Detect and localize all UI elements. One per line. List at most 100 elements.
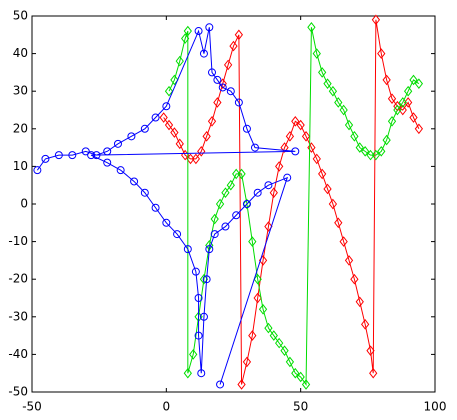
marker xyxy=(162,102,171,111)
marker xyxy=(237,168,246,180)
marker xyxy=(194,294,203,302)
marker xyxy=(223,59,233,71)
marker xyxy=(350,131,359,142)
marker xyxy=(175,138,184,150)
marker xyxy=(312,153,321,165)
marker xyxy=(234,98,243,107)
y-tick-label: 30 xyxy=(13,84,28,98)
marker xyxy=(221,222,230,231)
marker xyxy=(398,97,407,108)
marker xyxy=(199,49,208,58)
marker xyxy=(328,198,338,210)
marker xyxy=(253,188,262,197)
marker xyxy=(87,151,96,160)
y-tick-label: -30 xyxy=(8,309,28,323)
marker xyxy=(170,74,179,86)
marker xyxy=(194,331,203,340)
marker xyxy=(366,149,375,161)
marker xyxy=(242,124,251,133)
marker xyxy=(103,147,112,156)
marker xyxy=(54,151,63,160)
marker xyxy=(175,55,184,67)
marker xyxy=(296,119,305,131)
marker xyxy=(183,25,192,37)
marker xyxy=(183,367,192,379)
marker xyxy=(92,151,101,160)
marker xyxy=(41,154,50,163)
marker xyxy=(242,356,252,368)
marker xyxy=(164,85,174,97)
y-tick-label: 10 xyxy=(13,159,28,173)
marker xyxy=(164,119,174,131)
x-tick-label: 0 xyxy=(163,400,171,414)
marker xyxy=(191,267,200,276)
y-tick-label: 50 xyxy=(13,9,28,23)
marker xyxy=(280,142,289,153)
marker xyxy=(226,87,235,96)
marker xyxy=(248,236,257,247)
marker xyxy=(339,104,348,116)
marker xyxy=(301,379,311,390)
marker xyxy=(334,217,343,229)
x-tick-label: -50 xyxy=(22,400,42,414)
marker xyxy=(237,379,246,390)
marker xyxy=(213,75,222,84)
marker xyxy=(140,188,149,197)
marker xyxy=(253,273,262,285)
marker xyxy=(210,213,219,225)
marker xyxy=(264,322,273,334)
marker xyxy=(414,78,424,89)
marker xyxy=(312,48,321,59)
marker xyxy=(371,14,381,26)
marker xyxy=(242,200,251,208)
marker xyxy=(307,142,316,153)
marker xyxy=(226,179,235,191)
marker xyxy=(173,230,182,239)
marker xyxy=(242,198,252,210)
marker xyxy=(202,131,211,142)
marker xyxy=(307,21,316,33)
marker xyxy=(296,371,305,383)
marker xyxy=(208,68,217,77)
marker xyxy=(409,112,418,123)
x-tick-label: 100 xyxy=(424,400,447,414)
marker xyxy=(189,349,198,360)
marker xyxy=(361,319,370,330)
marker xyxy=(318,168,327,180)
marker xyxy=(207,115,217,127)
y-tick-label: 0 xyxy=(20,197,28,211)
marker xyxy=(318,67,327,78)
marker xyxy=(387,115,397,127)
marker xyxy=(248,330,257,341)
marker xyxy=(403,85,413,97)
marker xyxy=(291,147,300,156)
marker xyxy=(221,187,230,199)
marker xyxy=(275,337,284,349)
marker xyxy=(183,245,192,254)
marker xyxy=(387,93,397,105)
y-tick-label: -50 xyxy=(8,385,28,399)
marker xyxy=(81,147,90,156)
marker xyxy=(323,78,332,89)
marker xyxy=(414,123,424,135)
marker xyxy=(334,97,343,108)
marker xyxy=(339,236,348,247)
marker xyxy=(181,33,190,44)
marker xyxy=(285,131,295,142)
marker xyxy=(291,367,300,379)
marker xyxy=(194,27,203,36)
series-line xyxy=(36,27,296,385)
marker xyxy=(264,221,273,232)
marker xyxy=(191,153,201,165)
series-line xyxy=(168,27,420,387)
marker xyxy=(199,312,208,321)
marker xyxy=(355,142,364,153)
marker xyxy=(269,330,278,341)
marker xyxy=(369,367,378,379)
marker xyxy=(398,104,407,116)
marker xyxy=(323,183,332,195)
marker xyxy=(103,158,112,167)
marker xyxy=(344,255,354,266)
marker xyxy=(33,166,42,175)
